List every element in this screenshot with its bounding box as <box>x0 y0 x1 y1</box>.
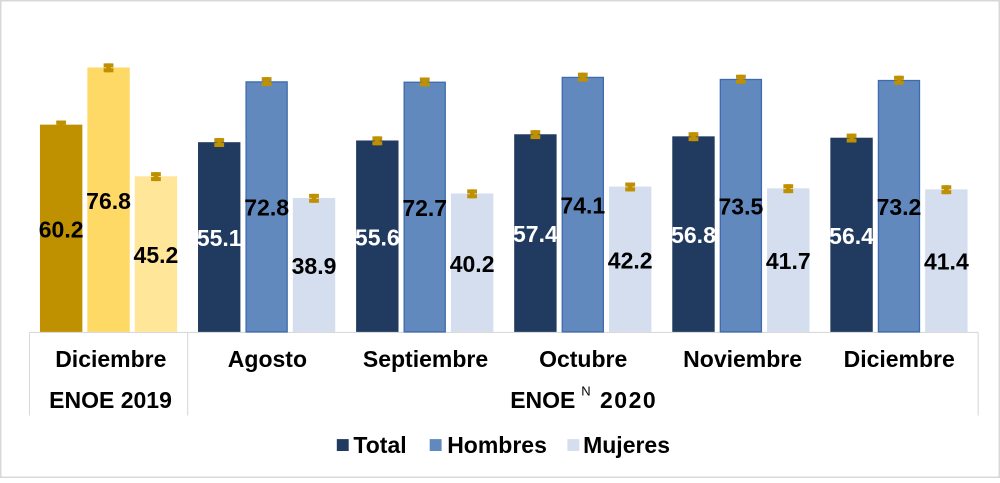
svg-text:45.2: 45.2 <box>134 242 179 268</box>
svg-text:Hombres: Hombres <box>447 432 547 458</box>
svg-text:41.4: 41.4 <box>924 249 969 275</box>
svg-text:Total: Total <box>353 432 406 458</box>
svg-text:60.2: 60.2 <box>39 216 84 242</box>
svg-text:Octubre: Octubre <box>539 346 627 372</box>
svg-text:Diciembre: Diciembre <box>844 346 955 372</box>
svg-text:38.9: 38.9 <box>292 253 337 279</box>
svg-text:74.1: 74.1 <box>560 192 605 218</box>
svg-text:40.2: 40.2 <box>450 251 495 277</box>
svg-text:41.7: 41.7 <box>766 248 811 274</box>
svg-text:Noviembre: Noviembre <box>683 346 802 372</box>
svg-text:ENOE: ENOE <box>510 387 575 413</box>
svg-text:55.6: 55.6 <box>355 224 400 250</box>
svg-text:Agosto: Agosto <box>228 346 307 372</box>
svg-text:57.4: 57.4 <box>513 221 558 247</box>
svg-text:Diciembre: Diciembre <box>55 346 166 372</box>
svg-text:72.8: 72.8 <box>244 195 289 221</box>
svg-text:72.7: 72.7 <box>402 195 447 221</box>
svg-text:55.1: 55.1 <box>197 225 242 251</box>
svg-text:N: N <box>581 383 590 398</box>
svg-text:Septiembre: Septiembre <box>363 346 488 372</box>
svg-text:73.2: 73.2 <box>877 194 922 220</box>
svg-text:42.2: 42.2 <box>608 247 653 273</box>
svg-text:2020: 2020 <box>600 387 657 413</box>
svg-text:56.4: 56.4 <box>829 223 874 249</box>
svg-text:ENOE 2019: ENOE 2019 <box>49 387 172 413</box>
svg-text:76.8: 76.8 <box>86 188 131 214</box>
svg-text:73.5: 73.5 <box>718 193 763 219</box>
svg-text:56.8: 56.8 <box>671 222 716 248</box>
svg-text:Mujeres: Mujeres <box>583 432 670 458</box>
